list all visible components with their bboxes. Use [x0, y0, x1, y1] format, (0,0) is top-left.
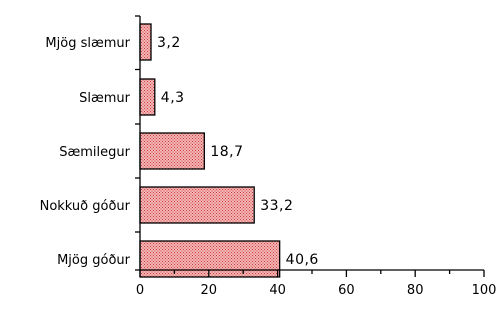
category-label: Nokkuð góður	[40, 199, 131, 214]
bar-0	[139, 23, 152, 61]
value-label: 3,2	[157, 35, 181, 51]
bar-3	[139, 186, 255, 224]
axes	[135, 15, 485, 277]
bar-4	[139, 240, 281, 278]
bars-layer	[139, 23, 281, 278]
bar-2	[139, 132, 205, 170]
value-label: 40,6	[286, 252, 319, 268]
category-label: Slæmur	[79, 91, 131, 106]
value-label: 4,3	[161, 90, 185, 106]
category-label: Mjög slæmur	[45, 36, 130, 51]
bar-1	[139, 78, 156, 116]
x-tick-label: 100	[472, 283, 497, 298]
category-label: Sæmilegur	[59, 145, 130, 160]
labels-layer: Mjög slæmur 3,2 Slæmur 4,3 Sæmilegur 18,7 Nokk…	[40, 35, 497, 298]
x-tick-label: 80	[407, 283, 424, 298]
x-tick-label: 0	[136, 283, 144, 298]
value-label: 33,2	[260, 198, 293, 214]
x-tick-label: 60	[338, 283, 355, 298]
value-label: 18,7	[210, 144, 243, 160]
x-tick-label: 40	[269, 283, 286, 298]
category-label: Mjög góður	[57, 253, 131, 268]
x-tick-label: 20	[201, 283, 218, 298]
